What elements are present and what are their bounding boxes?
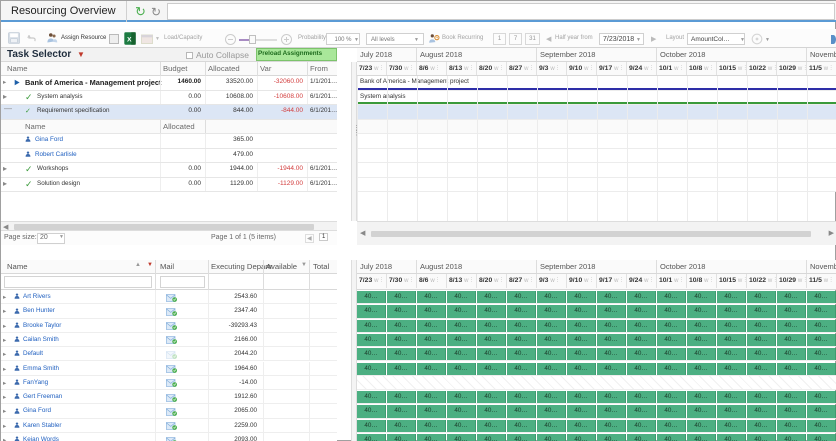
svg-text:X: X	[127, 37, 132, 44]
